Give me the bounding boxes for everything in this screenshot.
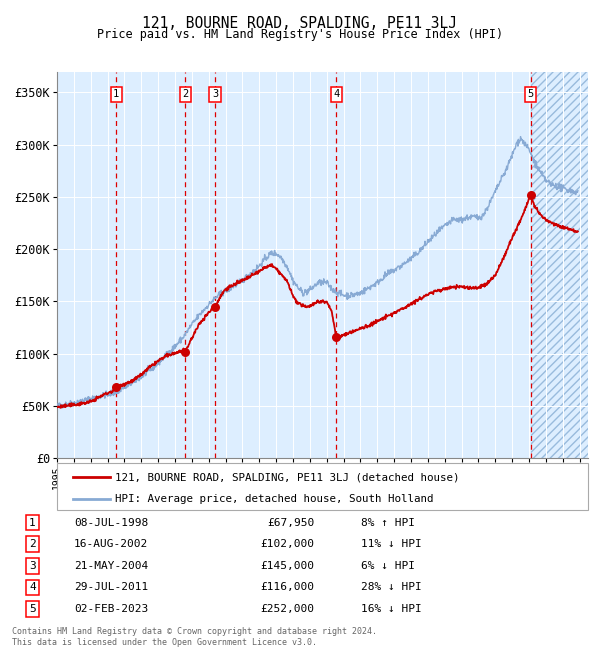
Text: £145,000: £145,000 — [260, 561, 314, 571]
Text: Contains HM Land Registry data © Crown copyright and database right 2024.
This d: Contains HM Land Registry data © Crown c… — [12, 627, 377, 647]
Text: 4: 4 — [333, 90, 340, 99]
Text: 8% ↑ HPI: 8% ↑ HPI — [361, 517, 415, 528]
Text: 121, BOURNE ROAD, SPALDING, PE11 3LJ: 121, BOURNE ROAD, SPALDING, PE11 3LJ — [143, 16, 458, 31]
Text: 21-MAY-2004: 21-MAY-2004 — [74, 561, 148, 571]
Text: 11% ↓ HPI: 11% ↓ HPI — [361, 540, 422, 549]
Text: 3: 3 — [212, 90, 218, 99]
Text: 29-JUL-2011: 29-JUL-2011 — [74, 582, 148, 592]
Text: 1: 1 — [113, 90, 119, 99]
Text: 121, BOURNE ROAD, SPALDING, PE11 3LJ (detached house): 121, BOURNE ROAD, SPALDING, PE11 3LJ (de… — [115, 473, 460, 482]
Text: 6% ↓ HPI: 6% ↓ HPI — [361, 561, 415, 571]
Text: 3: 3 — [29, 561, 36, 571]
Text: 16-AUG-2002: 16-AUG-2002 — [74, 540, 148, 549]
Text: 2: 2 — [29, 540, 36, 549]
Text: 16% ↓ HPI: 16% ↓ HPI — [361, 604, 422, 614]
Text: £67,950: £67,950 — [268, 517, 314, 528]
Text: Price paid vs. HM Land Registry's House Price Index (HPI): Price paid vs. HM Land Registry's House … — [97, 28, 503, 41]
Text: HPI: Average price, detached house, South Holland: HPI: Average price, detached house, Sout… — [115, 493, 434, 504]
Text: 2: 2 — [182, 90, 188, 99]
Text: 5: 5 — [527, 90, 533, 99]
Text: 1: 1 — [29, 517, 36, 528]
Text: 28% ↓ HPI: 28% ↓ HPI — [361, 582, 422, 592]
Text: £116,000: £116,000 — [260, 582, 314, 592]
Text: £102,000: £102,000 — [260, 540, 314, 549]
Bar — [530, 72, 588, 458]
Text: 5: 5 — [29, 604, 36, 614]
Text: 08-JUL-1998: 08-JUL-1998 — [74, 517, 148, 528]
Text: £252,000: £252,000 — [260, 604, 314, 614]
Text: 02-FEB-2023: 02-FEB-2023 — [74, 604, 148, 614]
Text: 4: 4 — [29, 582, 36, 592]
Bar — [530, 72, 588, 458]
